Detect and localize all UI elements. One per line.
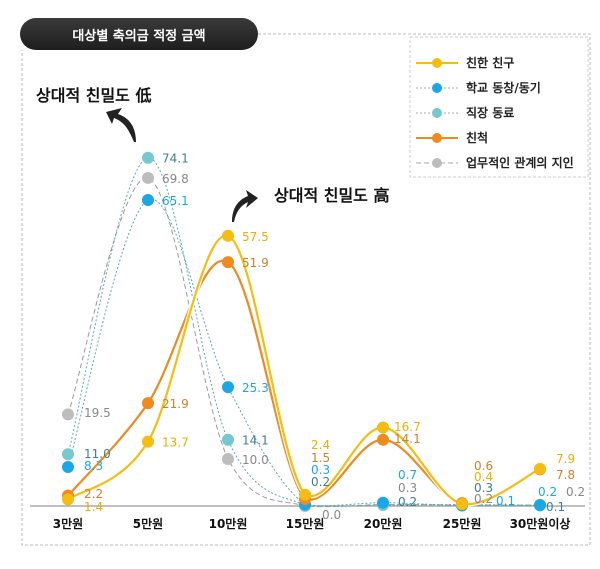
- data-label: 1.4: [84, 500, 103, 514]
- data-label: 0.6: [474, 459, 493, 473]
- legend-item: 학교 동창/동기: [414, 75, 584, 100]
- data-label: 51.9: [242, 256, 269, 270]
- legend-marker: [432, 57, 442, 68]
- arrow-up-right-icon: [232, 190, 258, 222]
- data-label: 0.4: [474, 470, 493, 484]
- data-point: [222, 453, 234, 465]
- data-point: [534, 499, 546, 512]
- x-tick-label: 25만원: [443, 516, 482, 531]
- data-label: 0.1: [546, 500, 565, 514]
- data-label: 8.3: [84, 459, 103, 473]
- data-point: [222, 229, 234, 242]
- arrow-up-left-icon: [106, 108, 136, 142]
- legend-swatch: [416, 157, 458, 168]
- series-line: [67, 157, 541, 507]
- data-label: 14.1: [394, 432, 421, 446]
- data-label: 7.8: [556, 468, 575, 482]
- data-label: 65.1: [162, 194, 189, 208]
- data-label: 19.5: [84, 406, 111, 420]
- legend-item: 직장 동료: [414, 100, 584, 125]
- data-label: 74.1: [162, 152, 189, 166]
- legend-item: 업무적인 관계의 지인: [414, 150, 584, 175]
- data-point: [142, 435, 154, 448]
- chart-title: 대상별 축의금 적정 금액: [20, 18, 258, 50]
- data-label: 0.0: [322, 508, 341, 522]
- data-point: [222, 256, 234, 269]
- x-tick-label: 30만원이상: [510, 516, 571, 531]
- data-label: 0.3: [398, 481, 417, 495]
- legend-marker: [432, 132, 442, 143]
- legend-label: 학교 동창/동기: [466, 81, 541, 95]
- legend-swatch: [416, 57, 458, 68]
- series-line: [67, 259, 541, 505]
- data-label: 11.0: [84, 447, 111, 461]
- data-point: [299, 488, 311, 501]
- legend-item: 친척: [414, 125, 584, 150]
- data-label: 0.2: [311, 475, 330, 489]
- data-point: [377, 496, 389, 509]
- legend-label: 직장 동료: [466, 106, 515, 120]
- data-label: 2.4: [311, 438, 330, 452]
- legend: 친한 친구 학교 동창/동기 직장 동료 친척 업무적인 관계의 지인: [414, 50, 584, 175]
- series-line: [67, 177, 541, 508]
- data-point: [62, 448, 74, 461]
- legend-label: 업무적인 관계의 지인: [466, 156, 574, 170]
- data-label: 7.9: [556, 452, 575, 466]
- data-point: [142, 397, 154, 410]
- data-point: [142, 151, 154, 164]
- data-label: 1.5: [311, 451, 330, 465]
- legend-marker: [432, 82, 442, 93]
- legend-marker: [432, 157, 442, 168]
- data-label: 0.2: [474, 492, 493, 506]
- data-point: [534, 462, 546, 475]
- data-point: [62, 408, 74, 421]
- data-label: 0.2: [398, 495, 417, 509]
- data-point: [377, 433, 389, 446]
- data-point: [222, 433, 234, 446]
- data-label: 21.9: [162, 397, 189, 411]
- annotation-high-intimacy: 상대적 친밀도 高: [274, 186, 390, 205]
- legend-frame: [409, 36, 589, 178]
- chart-frame: [21, 33, 591, 546]
- data-point: [62, 460, 74, 473]
- data-label: 0.3: [474, 481, 493, 495]
- data-point: [142, 194, 154, 207]
- data-point: [377, 421, 389, 434]
- legend-swatch: [416, 82, 458, 93]
- x-tick-label: 15만원: [286, 516, 325, 531]
- data-label: 69.8: [162, 172, 189, 186]
- legend-label: 친척: [466, 131, 489, 145]
- data-point: [142, 171, 154, 184]
- data-point: [456, 498, 468, 511]
- x-tick-label: 10만원: [209, 516, 248, 531]
- legend-swatch: [416, 132, 458, 143]
- data-point: [62, 493, 74, 506]
- legend-swatch: [416, 107, 458, 118]
- series-line-halo: [66, 233, 542, 507]
- x-tick-label: 3만원: [53, 516, 83, 531]
- series-line-halo: [66, 258, 542, 506]
- data-label: 10.0: [242, 453, 269, 467]
- data-label: 14.1: [242, 434, 269, 448]
- data-label: 0.1: [496, 494, 515, 508]
- data-label: 25.3: [242, 381, 269, 395]
- data-label: 0.3: [311, 463, 330, 477]
- data-label: 0.2: [538, 485, 557, 499]
- data-label: 2.2: [84, 487, 103, 501]
- annotation-low-intimacy: 상대적 친밀도 低: [36, 86, 152, 105]
- data-label: 57.5: [242, 230, 269, 244]
- data-label: 16.7: [394, 420, 421, 434]
- series-line: [67, 198, 541, 507]
- legend-marker: [432, 107, 442, 118]
- x-tick-label: 20만원: [364, 516, 403, 531]
- data-label: 0.7: [398, 468, 417, 482]
- data-label: 0.2: [566, 485, 585, 499]
- data-point: [222, 381, 234, 394]
- legend-item: 친한 친구: [414, 50, 584, 75]
- data-label: 13.7: [162, 436, 189, 450]
- legend-label: 친한 친구: [466, 56, 515, 70]
- series-line: [67, 234, 541, 506]
- x-tick-label: 5만원: [133, 516, 163, 531]
